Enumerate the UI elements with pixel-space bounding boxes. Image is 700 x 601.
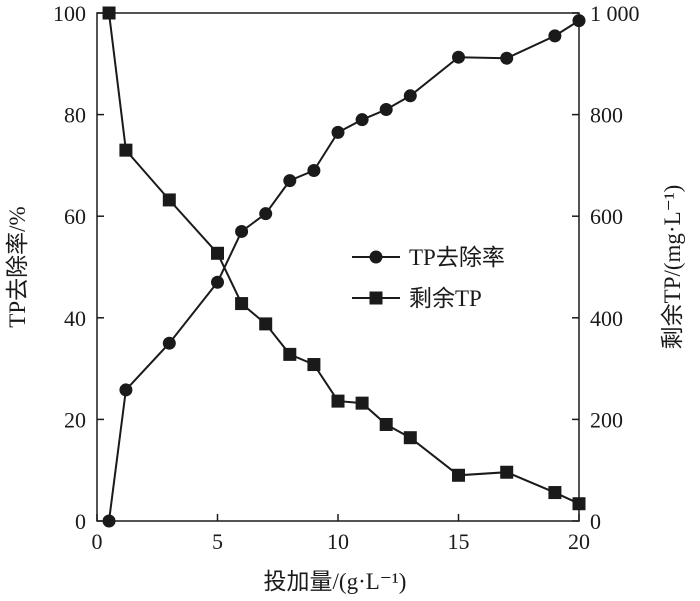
y-left-tick-label: 40: [64, 306, 86, 331]
series-2: [102, 6, 586, 511]
series-1-point: [102, 514, 116, 528]
series-1-point: [355, 113, 369, 127]
series-1: [102, 14, 586, 528]
series-layer: [102, 6, 586, 528]
plot-frame: [96, 12, 580, 522]
y-left-tick-label: 100: [53, 1, 86, 26]
series-2-point: [500, 465, 514, 479]
series-1-point: [235, 224, 249, 238]
x-tick-label: 0: [92, 529, 103, 554]
y-right-tick-label: 1 000: [590, 1, 640, 26]
y-right-tick-label: 600: [590, 204, 623, 229]
y-left-tick-label: 0: [75, 509, 86, 534]
x-tick-label: 15: [448, 529, 470, 554]
series-2-point: [259, 317, 273, 331]
series-1-point: [307, 163, 321, 177]
series-1-line: [108, 19, 580, 522]
series-1-point: [500, 51, 514, 65]
y-right-tick-label: 800: [590, 103, 623, 128]
series-2-point: [355, 396, 369, 410]
legend-marker: [369, 291, 383, 305]
y-right-tick-label: 400: [590, 306, 623, 331]
series-1-point: [572, 14, 586, 28]
series-2-point: [102, 6, 116, 20]
series-1-point: [259, 207, 273, 221]
series-2-point: [403, 431, 417, 445]
series-2-point: [162, 193, 176, 207]
series-2-point: [452, 468, 465, 482]
series-1-point: [211, 275, 224, 289]
series-1-point: [119, 383, 133, 397]
axes: [96, 12, 580, 522]
x-tick-label: 5: [212, 529, 223, 554]
y-right-tick-label: 200: [590, 407, 623, 432]
y-left-tick-label: 20: [64, 407, 86, 432]
legend-label: 剩余TP: [409, 286, 482, 311]
legend-marker: [369, 250, 383, 264]
series-2-point: [548, 486, 562, 500]
series-1-point: [452, 50, 465, 64]
y-right-tick-label: 0: [590, 509, 601, 534]
y-axis-right-label: 剩余TP/(mg·L⁻¹): [660, 185, 685, 350]
series-2-point: [283, 347, 297, 361]
series-2-point: [119, 143, 133, 157]
series-1-point: [162, 336, 176, 350]
series-2-line: [108, 12, 580, 505]
series-1-point: [283, 174, 297, 188]
legend-item-2: 剩余TP: [352, 286, 482, 311]
series-1-point: [548, 29, 562, 43]
y-left-tick-label: 80: [64, 103, 86, 128]
x-axis-label: 投加量/(g·L⁻¹): [264, 569, 407, 594]
legend-item-1: TP去除率: [352, 245, 505, 270]
series-2-point: [307, 358, 321, 372]
series-1-point: [403, 89, 417, 103]
series-2-point: [379, 417, 393, 431]
y-axis-left-label: TP去除率/%: [5, 206, 30, 327]
series-1-point: [379, 103, 393, 117]
x-tick-label: 10: [327, 529, 349, 554]
legend-label: TP去除率: [409, 245, 505, 270]
series-2-point: [211, 246, 224, 260]
series-2-point: [331, 394, 345, 408]
series-2-point: [572, 497, 586, 511]
x-tick-label: 20: [568, 529, 590, 554]
y-left-tick-label: 60: [64, 204, 86, 229]
series-2-point: [235, 297, 249, 311]
series-1-point: [331, 125, 345, 139]
